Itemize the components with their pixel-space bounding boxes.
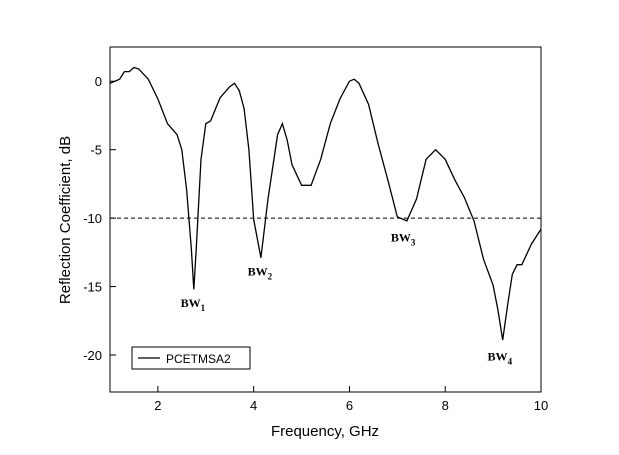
x-tick-label: 8 bbox=[442, 398, 449, 413]
series-line bbox=[109, 66, 542, 341]
x-tick-label: 4 bbox=[250, 398, 257, 413]
annotation-text: BW bbox=[248, 265, 268, 279]
legend-label: PCETMSA2 bbox=[166, 352, 231, 366]
legend-box bbox=[131, 346, 251, 370]
x-tick-label: 10 bbox=[534, 398, 548, 413]
y-tick-label: -15 bbox=[83, 280, 102, 295]
annotation-subscript: 1 bbox=[201, 303, 206, 313]
y-tick-label: -10 bbox=[83, 211, 102, 226]
annotation-text: BW bbox=[488, 349, 508, 363]
annotation: BW3 bbox=[391, 230, 416, 247]
y-tick-label: 0 bbox=[95, 74, 102, 89]
x-tick-label: 2 bbox=[154, 398, 161, 413]
annotation: BW4 bbox=[488, 349, 513, 366]
x-axis-title: Frequency, GHz bbox=[271, 423, 379, 440]
plot-frame bbox=[109, 46, 542, 393]
y-tick-label: -5 bbox=[90, 143, 102, 158]
y-axis-title: Reflection Coefficient, dB bbox=[57, 136, 74, 304]
annotation: BW2 bbox=[248, 265, 273, 282]
x-tick-label: 6 bbox=[346, 398, 353, 413]
annotation: BW1 bbox=[181, 296, 206, 313]
annotation-text: BW bbox=[391, 230, 411, 244]
y-tick-label: -20 bbox=[83, 348, 102, 363]
annotation-subscript: 3 bbox=[411, 237, 416, 247]
annotation-subscript: 2 bbox=[268, 272, 273, 282]
annotation-text: BW bbox=[181, 296, 201, 310]
annotation-subscript: 4 bbox=[508, 356, 513, 366]
